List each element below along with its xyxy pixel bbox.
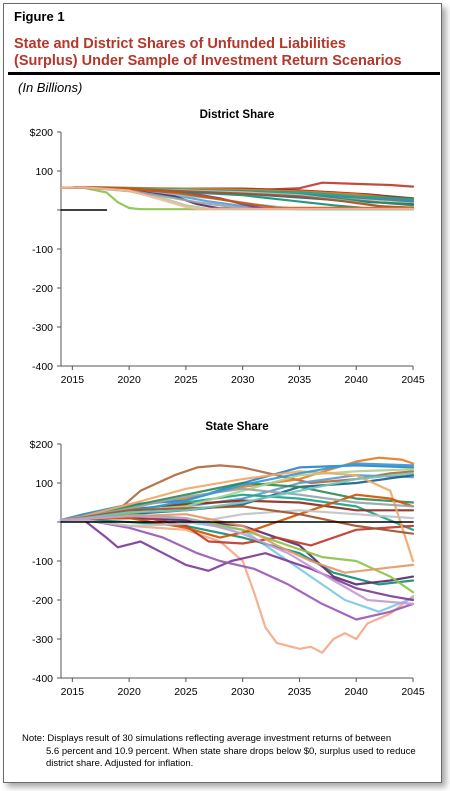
figure-title-line-1: State and District Shares of Unfunded Li…	[14, 36, 346, 52]
x-tick-label: 2015	[61, 686, 85, 698]
series-line-1	[59, 518, 415, 654]
state-share-chart: State Share $200 100 -100 -200 -300 -400 2015 20…	[30, 421, 425, 698]
x-tick-label: 2030	[231, 374, 255, 386]
y-tick-label: -100	[32, 556, 53, 568]
series-line-12	[59, 518, 415, 621]
chart-title: District Share	[200, 109, 275, 121]
x-tick-label: 2035	[288, 686, 312, 698]
x-tick-label: 2025	[174, 374, 198, 386]
y-tick-label: 100	[35, 478, 53, 490]
x-tick-label: 2040	[345, 374, 369, 386]
x-tick-label: 2045	[401, 374, 425, 386]
district-share-chart: District Share $200 100 -100 -200 -300 -400 201…	[30, 109, 425, 386]
chart-title: State Share	[205, 421, 268, 433]
series-line-26	[59, 515, 415, 605]
series-line-20	[59, 186, 415, 210]
y-tick-label: $200	[30, 127, 54, 139]
x-tick-label: 2040	[345, 686, 369, 698]
series-line-10	[59, 518, 415, 602]
y-tick-label: 100	[35, 166, 53, 178]
y-tick-label: -200	[32, 283, 53, 295]
figure-label: Figure 1	[14, 9, 65, 24]
x-tick-label: 2045	[401, 686, 425, 698]
note-line-2: 5.6 percent and 10.9 percent. When state…	[46, 745, 416, 757]
y-tick-label: -100	[32, 244, 53, 256]
y-tick-label: -200	[32, 595, 53, 607]
title-rule	[8, 72, 440, 75]
note-line-1: Note: Displays result of 30 simulations …	[22, 733, 392, 744]
y-tick-label: $200	[30, 439, 54, 451]
figure-note: Note: Displays result of 30 simulations …	[22, 733, 427, 771]
series-line-18	[59, 470, 415, 563]
x-tick-label: 2035	[288, 374, 312, 386]
x-tick-label: 2020	[117, 374, 141, 386]
x-tick-label: 2020	[117, 686, 141, 698]
figure-title: State and District Shares of Unfunded Li…	[14, 36, 434, 70]
series-line-25	[59, 472, 415, 522]
series-line-19	[59, 493, 415, 539]
x-tick-label: 2025	[174, 686, 198, 698]
y-tick-label: -300	[32, 634, 53, 646]
series-line-9	[59, 518, 415, 586]
y-tick-label: -400	[32, 361, 53, 373]
figure-subtitle: (In Billions)	[18, 80, 83, 95]
x-tick-label: 2015	[61, 374, 85, 386]
figure-title-line-2: (Surplus) Under Sample of Investment Ret…	[14, 53, 402, 69]
x-tick-label: 2030	[231, 686, 255, 698]
y-tick-label: -400	[32, 673, 53, 685]
figure-frame	[3, 3, 442, 783]
y-tick-label: -300	[32, 322, 53, 334]
note-line-3: district share. Adjusted for inflation.	[46, 758, 194, 769]
